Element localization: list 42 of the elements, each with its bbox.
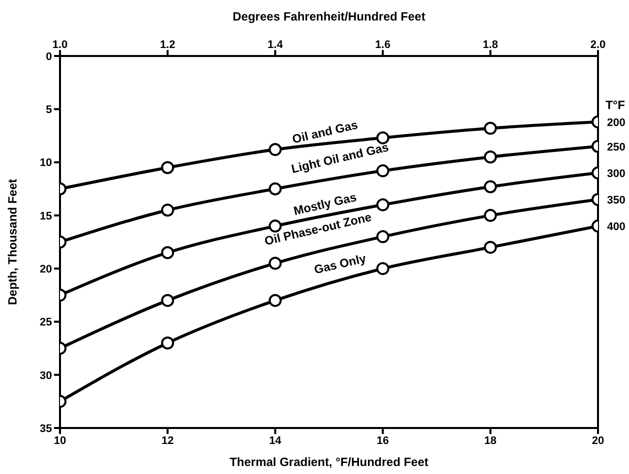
annotation: Gas Only (312, 251, 368, 277)
series-label: 200 (607, 116, 626, 129)
point (376, 198, 390, 212)
point (268, 143, 282, 156)
y-tick-label: 5 (46, 104, 52, 116)
y-tick-label: 10 (40, 157, 52, 170)
y-tick-label: 30 (40, 370, 52, 382)
annotation: Mostly Gas (292, 190, 358, 218)
y-tick-label: 35 (40, 422, 52, 435)
x-tick-label: 10 (54, 434, 66, 447)
point (268, 182, 282, 196)
y-tick-label: 25 (40, 316, 52, 329)
x-tick-label: 14 (269, 434, 282, 447)
x-axis-title: Thermal Gradient, °F/Hundred Feet (230, 455, 428, 469)
x2-axis-title: Degrees Fahrenheit/Hundred Feet (232, 10, 426, 24)
legend-title: T°F (606, 98, 625, 112)
x2-tick-label: 1.8 (482, 39, 498, 51)
y-tick-label: 15 (40, 210, 52, 222)
point (268, 294, 282, 307)
y-axis-title: Depth, Thousand Feet (5, 178, 20, 305)
x2-tick-label: 1.2 (160, 39, 176, 51)
point (376, 262, 390, 276)
series-label: 250 (607, 141, 626, 154)
x2-tick-label: 1.0 (52, 39, 68, 51)
x-tick-label: 12 (161, 434, 174, 447)
y-tick-label: 0 (46, 50, 52, 63)
x2-tick-label: 2.0 (590, 39, 606, 51)
x-tick-label: 20 (592, 434, 604, 447)
annotation: Oil and Gas (290, 118, 360, 146)
x2-tick-label: 1.4 (268, 39, 284, 51)
point (376, 230, 390, 244)
series-label: 400 (607, 221, 626, 234)
y-tick-label: 20 (40, 263, 52, 276)
series-label: 350 (607, 194, 626, 206)
x-tick-label: 18 (484, 434, 497, 447)
series-label: 300 (607, 168, 626, 180)
point (268, 256, 282, 270)
point (268, 220, 282, 233)
point (376, 131, 390, 144)
point (376, 164, 390, 178)
x-tick-label: 16 (376, 434, 389, 447)
x2-tick-label: 1.6 (375, 39, 390, 51)
